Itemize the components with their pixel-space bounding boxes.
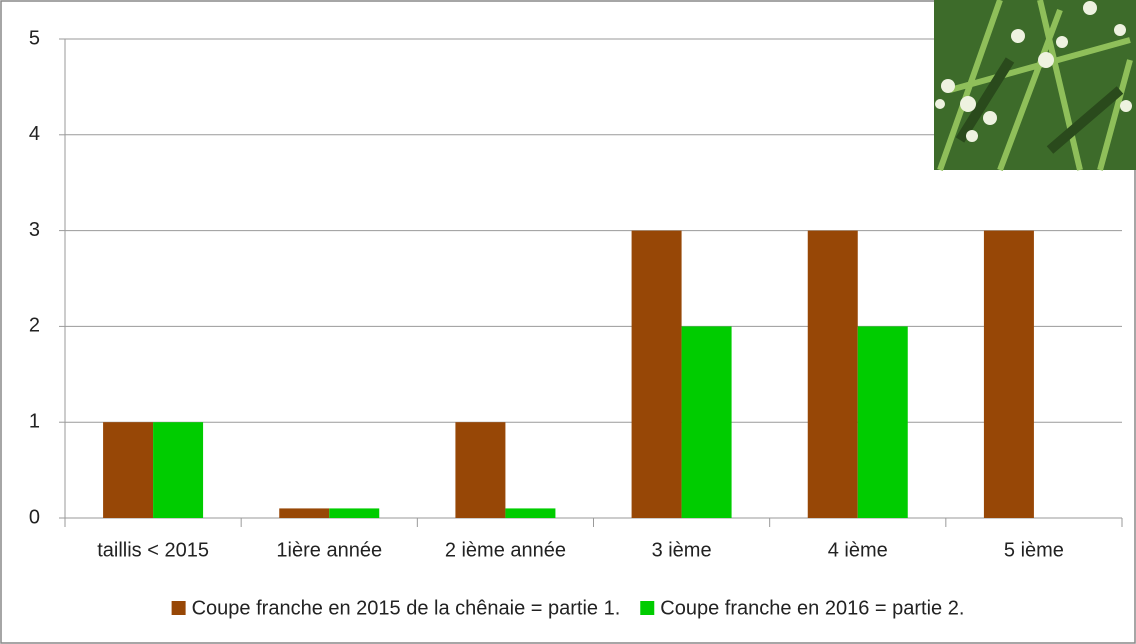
y-tick-label: 3 (29, 219, 40, 241)
bar (279, 508, 330, 518)
x-tick-label: taillis < 2015 (97, 539, 209, 561)
bar (681, 326, 732, 518)
bar (857, 326, 908, 518)
x-tick-label: 3 ième (652, 539, 712, 561)
bar (631, 230, 682, 518)
x-tick-label: 2 ième année (445, 539, 566, 561)
bar (505, 508, 556, 518)
y-tick-label: 2 (29, 315, 40, 337)
legend-label: Coupe franche en 2015 de la chênaie = pa… (192, 597, 621, 619)
legend-label: Coupe franche en 2016 = partie 2. (660, 597, 964, 619)
plot-area: 0 1 2 3 4 5 taillis < 2015 1ière année 2 ième an… (29, 27, 1123, 561)
legend: Coupe franche en 2015 de la chênaie = pa… (171, 597, 964, 619)
y-tick-label: 4 (29, 123, 40, 145)
x-tick-label: 1ière année (276, 539, 382, 561)
x-tick-label: 5 ième (1004, 539, 1064, 561)
bar (153, 422, 204, 518)
x-tick-label: 4 ième (828, 539, 888, 561)
bar (103, 422, 154, 518)
bar (983, 230, 1034, 518)
legend-swatch (171, 601, 186, 615)
legend-swatch (640, 601, 655, 615)
y-tick-label: 0 (29, 506, 40, 528)
y-tick-label: 5 (29, 27, 40, 49)
bar (807, 230, 858, 518)
bar (329, 508, 380, 518)
y-tick-label: 1 (29, 410, 40, 432)
bar (455, 422, 506, 518)
photo (934, 0, 1136, 172)
